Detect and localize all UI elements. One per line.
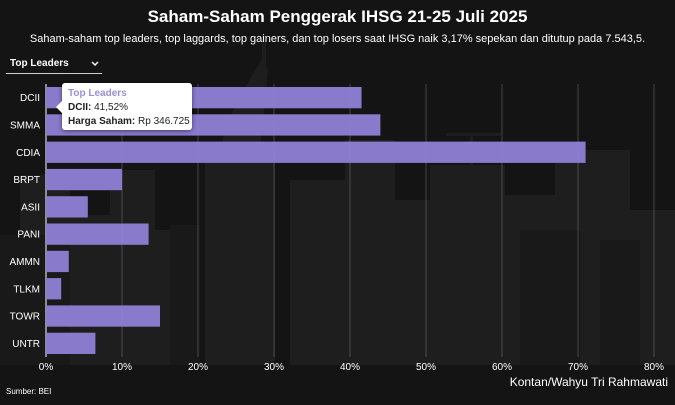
tooltip-row-value-key: DCII: [68, 102, 92, 113]
x-tick-label: 10% [112, 362, 132, 373]
y-tick-label: ASII [21, 202, 40, 213]
x-tick-label: 70% [568, 362, 588, 373]
y-tick-label: TOWR [10, 312, 40, 323]
chart-subtitle: Saham-saham top leaders, top laggards, t… [29, 33, 646, 45]
x-tick-label: 60% [492, 362, 512, 373]
x-tick-label: 80% [644, 362, 664, 373]
category-dropdown[interactable]: Top Leaders [6, 55, 102, 74]
tooltip-row-price-val: Rp 346.725 [138, 116, 190, 127]
y-tick-label: PANI [17, 230, 40, 241]
chart-title: Saham-Saham Penggerak IHSG 21-25 Juli 20… [147, 7, 528, 26]
y-tick-label: DCII [20, 93, 40, 104]
y-tick-label: UNTR [12, 339, 40, 350]
bar-cdia[interactable] [46, 141, 586, 163]
dropdown-selected-value: Top Leaders [10, 58, 69, 69]
tooltip-row-value: DCII: 41,52% [68, 102, 128, 113]
bar-towr[interactable] [46, 305, 160, 327]
source-note: Sumber: BEI [6, 387, 52, 396]
bar-tlkm[interactable] [46, 278, 62, 300]
x-tick-label: 20% [188, 362, 208, 373]
x-tick-label: 40% [340, 362, 360, 373]
y-tick-label: TLKM [13, 284, 40, 295]
bar-pani[interactable] [46, 223, 149, 245]
tooltip-row-price: Harga Saham: Rp 346.725 [68, 116, 190, 127]
bar-untr[interactable] [46, 332, 96, 354]
credit-note: Kontan/Wahyu Tri Rahmawati [509, 375, 668, 389]
bar-brpt[interactable] [46, 168, 122, 191]
y-tick-label: AMMN [9, 257, 40, 268]
chevron-down-icon [91, 61, 99, 67]
x-tick-label: 0% [39, 362, 54, 373]
tooltip-title: Top Leaders [68, 88, 127, 99]
tooltip-row-price-key: Harga Saham: [68, 116, 136, 127]
tooltip: Top Leaders DCII: 41,52% Harga Saham: Rp… [56, 83, 192, 130]
x-tick-label: 30% [264, 362, 284, 373]
bar-ammn[interactable] [46, 250, 69, 273]
x-tick-label: 50% [416, 362, 436, 373]
tooltip-row-value-val: 41,52% [94, 102, 129, 113]
y-tick-label: SMMA [10, 120, 40, 131]
y-tick-label: BRPT [13, 175, 40, 186]
bar-asii[interactable] [46, 196, 88, 218]
y-tick-label: CDIA [16, 148, 40, 159]
